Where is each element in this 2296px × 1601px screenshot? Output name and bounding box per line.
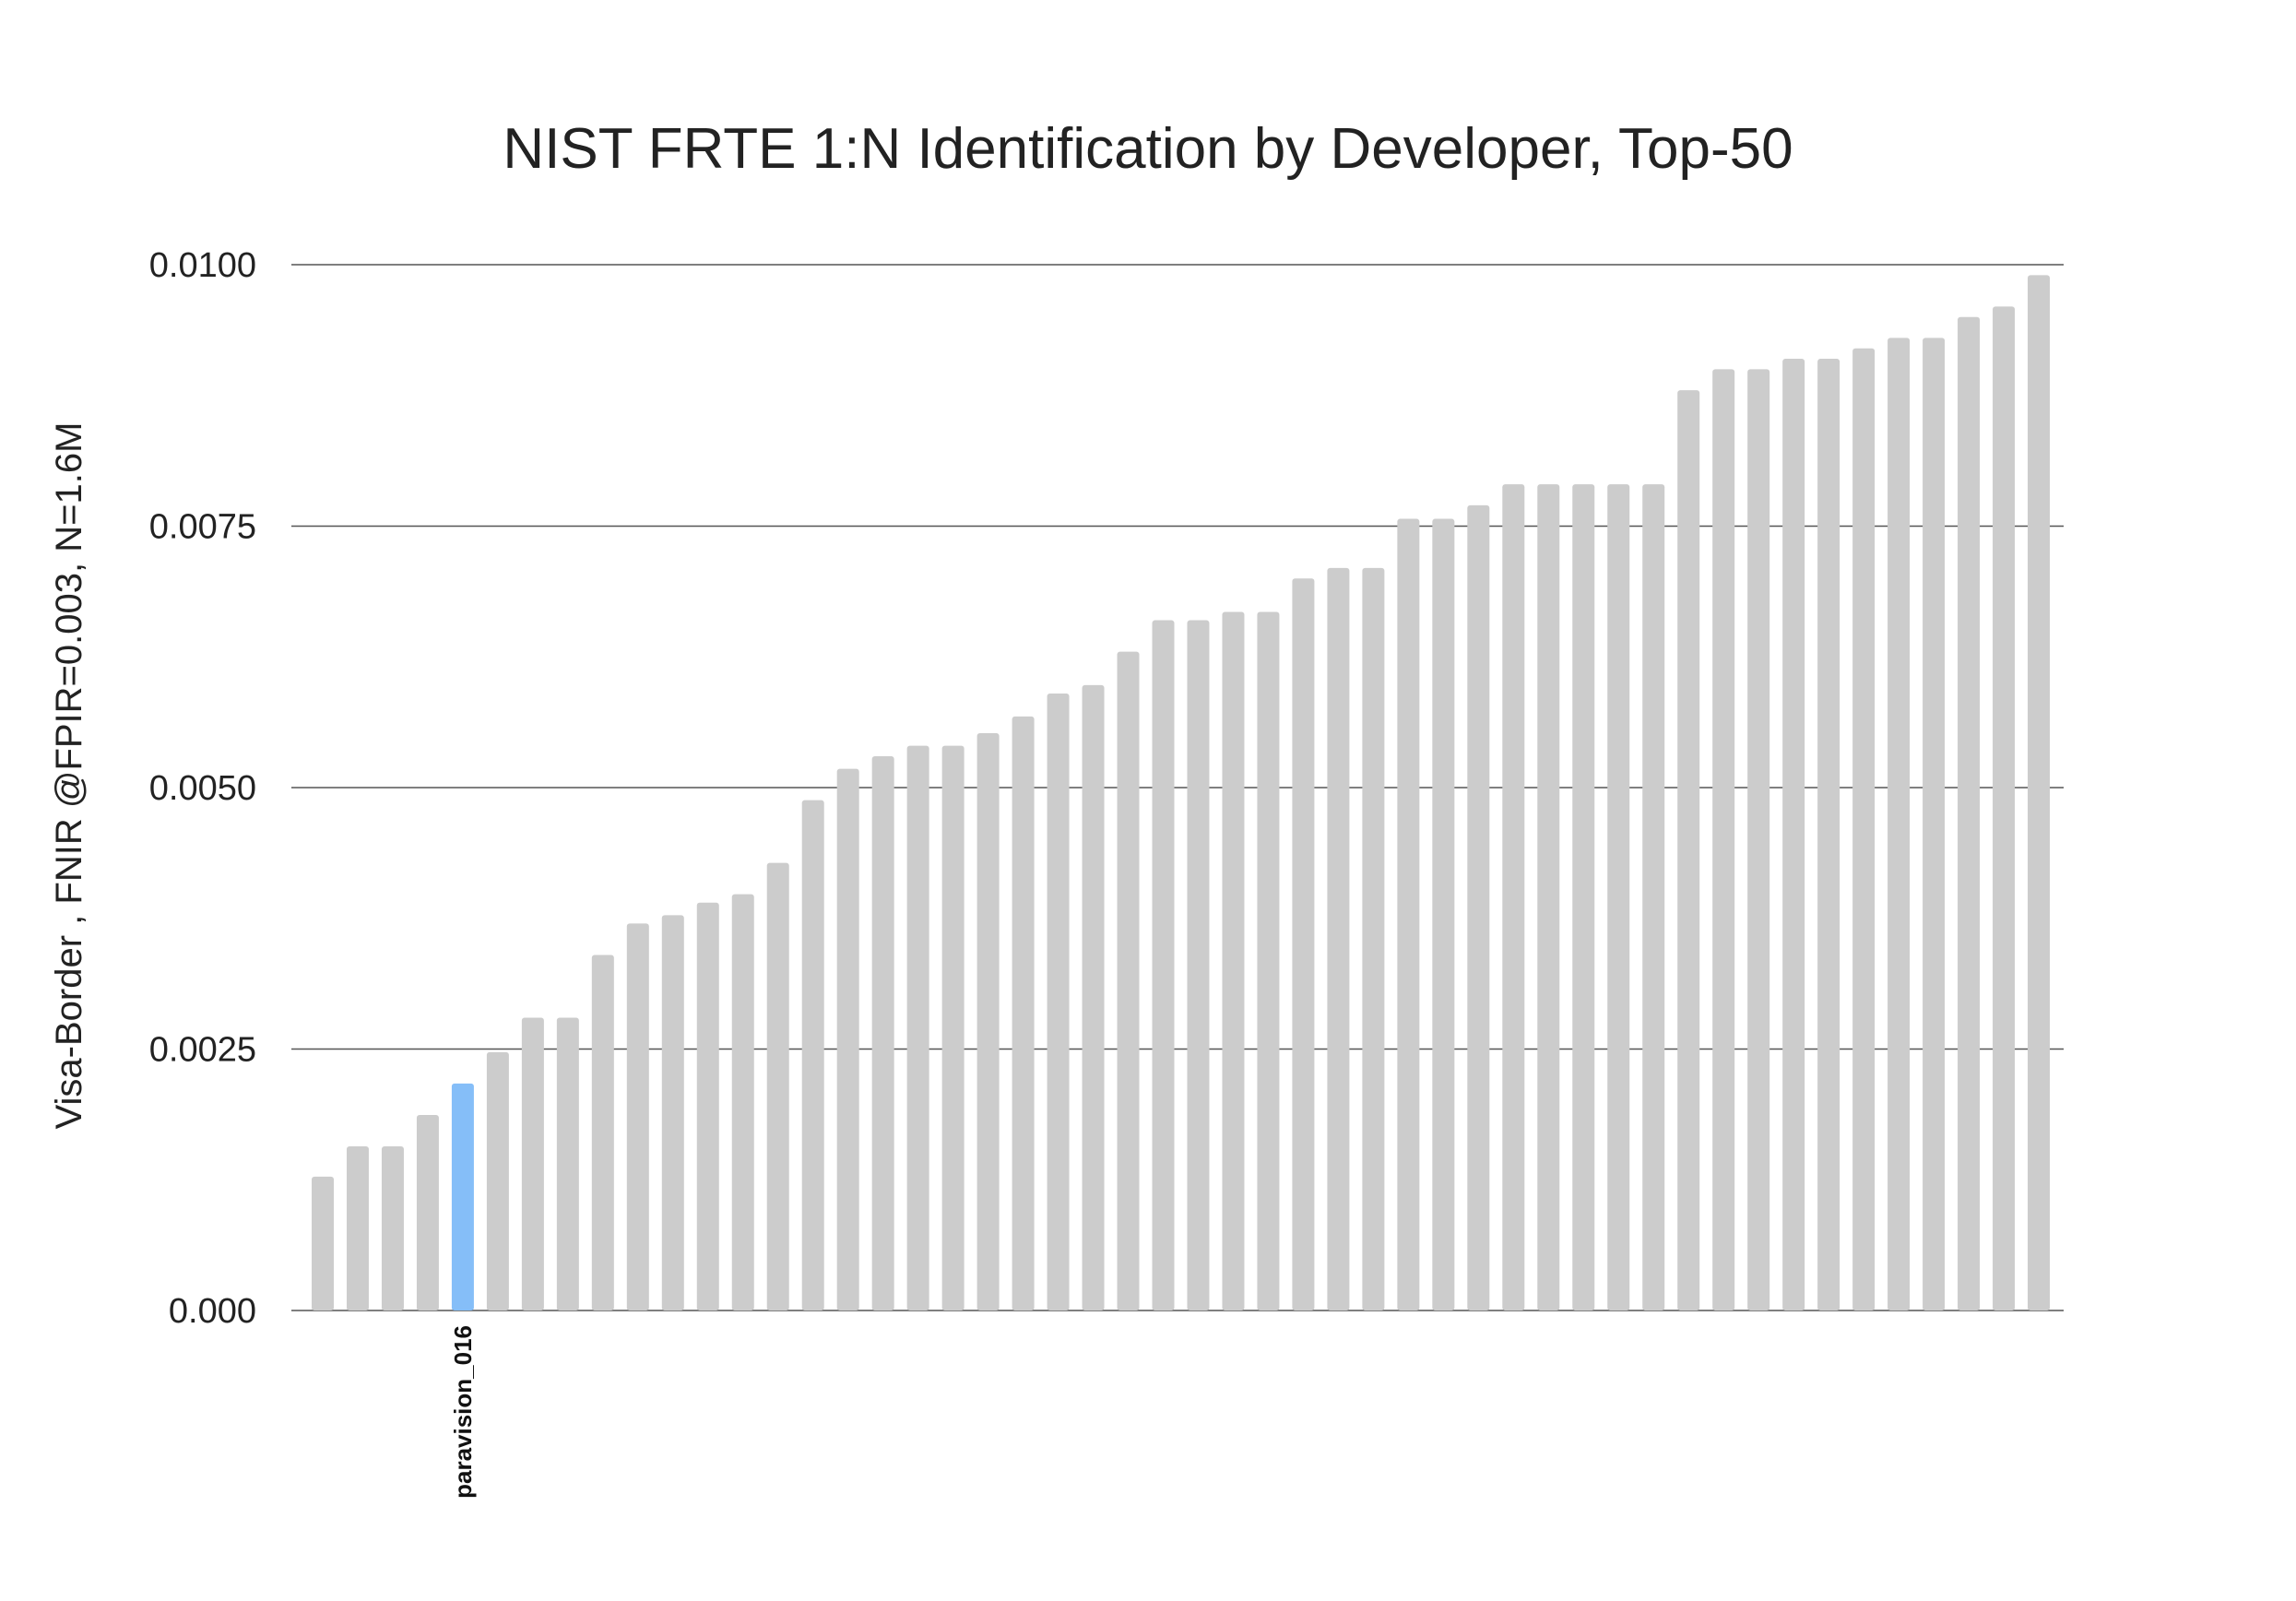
bar [1782,359,1805,1310]
bar [1852,348,1876,1311]
bar [1642,484,1665,1310]
bar [1117,651,1140,1310]
bar [1712,369,1735,1310]
bar [486,1051,509,1310]
bar [1537,484,1560,1310]
y-tick-label: 0.0025 [149,1031,256,1070]
chart-title: NIST FRTE 1:N Identification by Develope… [503,117,1793,181]
bar [871,755,894,1310]
bar [591,955,614,1310]
bar [556,1017,579,1310]
y-tick-label: 0.0075 [149,508,256,547]
bar [1292,578,1315,1310]
bar [906,745,929,1310]
bar [1572,484,1595,1310]
bar [941,745,965,1310]
bar [1607,484,1630,1310]
bar [416,1114,439,1310]
bar [1397,518,1420,1310]
bar [731,894,754,1310]
bar [1677,390,1700,1311]
bar [696,902,719,1310]
y-axis-tick-labels: 0.000 0.0025 0.0050 0.0075 0.0100 [149,246,256,1331]
bar [1012,716,1035,1310]
y-tick-label: 0.000 [169,1292,256,1331]
y-tick-label: 0.0100 [149,246,256,285]
bar [1923,338,1946,1310]
bar [801,800,824,1310]
bar [1432,518,1455,1310]
category-label: paravision_016 [449,1325,477,1499]
bar [1467,504,1490,1310]
bar [1222,611,1245,1310]
bar [1187,620,1210,1310]
bar [521,1017,544,1310]
bar [1047,693,1070,1310]
bar [1817,359,1840,1310]
bar [2028,275,2051,1311]
bar [1362,567,1385,1310]
bars [311,275,2051,1311]
bar-highlighted [451,1083,474,1310]
bar [1993,306,2016,1310]
bar [1152,620,1175,1310]
bar [1502,484,1525,1310]
bar [381,1145,404,1310]
bar [626,923,649,1310]
bar [1082,684,1105,1310]
bar [1958,316,1981,1311]
bar [1257,611,1280,1310]
bar [836,768,859,1310]
bar [1888,338,1911,1310]
bar [661,915,684,1310]
bar [766,862,789,1310]
bar [1747,369,1770,1310]
bar [346,1145,369,1310]
bar [976,733,1000,1310]
y-tick-label: 0.0050 [149,769,256,808]
bar [311,1176,334,1310]
bar [1327,567,1350,1310]
category-labels: paravision_016 [449,1325,477,1499]
y-axis-label: Visa-Border , FNIR @FPIR=0.003, N=1.6M [49,422,89,1130]
